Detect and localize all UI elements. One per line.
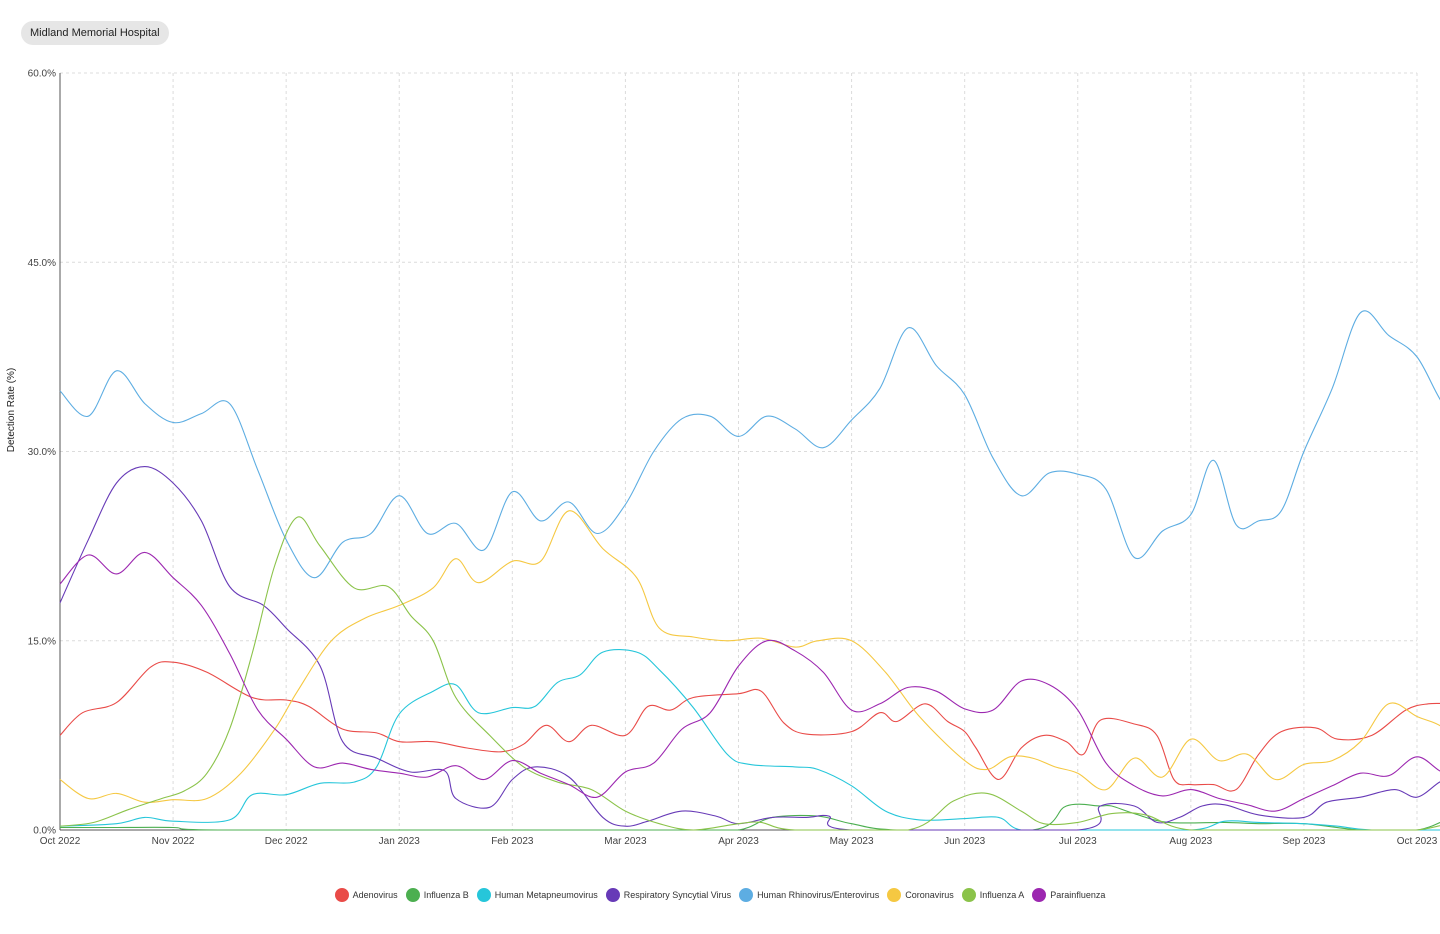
y-tick-label: 30.0% [28,447,56,458]
legend-label: Parainfluenza [1050,890,1106,900]
y-tick-label: 60.0% [28,69,56,80]
x-tick-label: Oct 2022 [40,836,81,847]
legend-item-adenovirus[interactable]: Adenovirus [334,888,398,902]
x-tick-label: May 2023 [830,836,874,847]
y-axis-label: Detection Rate (%) [6,368,17,452]
legend-swatch [1032,888,1047,902]
legend-item-parainfluenza[interactable]: Parainfluenza [1032,888,1105,902]
legend-label: Influenza B [423,890,469,900]
chart-axes: 0.0% 15.0% 30.0% 45.0% 60.0% Oct 2022 Nov 2022… [28,69,1438,848]
series-line-human-metapneumovirus [59,649,1440,831]
legend-label: Influenza A [979,890,1025,900]
x-tick-label: Oct 2023 [1397,836,1438,847]
legend-swatch [961,888,976,902]
x-tick-label: Mar 2023 [604,836,647,847]
series-line-influenza-b [60,803,1440,831]
series-line-adenovirus [59,661,1440,792]
legend-label: Respiratory Syncytial Virus [623,890,732,900]
legend-label: Human Rhinovirus/Enterovirus [757,890,880,900]
series-line-coronavirus [59,510,1440,803]
x-tick-label: Dec 2022 [265,836,308,847]
series-line-influenza-a [59,516,1440,831]
legend-label: Human Metapneumovirus [494,890,598,900]
x-tick-label: Nov 2022 [152,836,195,847]
series-line-human-rhinovirus-enterovirus [59,310,1440,579]
legend-item-influenza-a[interactable]: Influenza A [961,888,1025,902]
x-tick-label: Aug 2023 [1169,836,1212,847]
chart-grid [60,72,1418,830]
legend-label: Adenovirus [352,890,398,900]
legend-swatch [334,888,349,902]
series-line-respiratory-syncytial-virus [59,466,1440,831]
x-tick-label: Jun 2023 [944,836,986,847]
legend-item-influenza-b[interactable]: Influenza B [405,888,469,902]
legend-swatch [739,888,754,902]
y-tick-label: 0.0% [33,826,56,837]
legend-item-coronavirus[interactable]: Coronavirus [887,888,954,902]
y-tick-label: 15.0% [28,636,56,647]
x-tick-label: Apr 2023 [718,836,759,847]
legend-swatch [476,888,491,902]
x-tick-label: Jan 2023 [379,836,421,847]
legend-item-human-rhinovirus-enterovirus[interactable]: Human Rhinovirus/Enterovirus [739,888,879,902]
legend-item-respiratory-syncytial-virus[interactable]: Respiratory Syncytial Virus [605,888,732,902]
legend-item-human-metapneumovirus[interactable]: Human Metapneumovirus [476,888,598,902]
legend-swatch [605,888,620,902]
x-tick-label: Jul 2023 [1059,836,1097,847]
y-tick-label: 45.0% [28,258,56,269]
detection-rate-chart: 0.0% 15.0% 30.0% 45.0% 60.0% Oct 2022 Nov 2022… [6,69,1440,848]
legend-swatch [887,888,902,902]
legend-swatch [405,888,420,902]
hospital-filter-chip[interactable]: Midland Memorial Hospital [21,21,169,45]
x-tick-label: Sep 2023 [1283,836,1326,847]
legend-label: Coronavirus [905,890,954,900]
chart-series [59,310,1440,831]
series-line-parainfluenza [59,551,1440,812]
x-tick-label: Feb 2023 [491,836,534,847]
chart-legend: Adenovirus Influenza B Human Metapneumovir… [0,886,1440,904]
